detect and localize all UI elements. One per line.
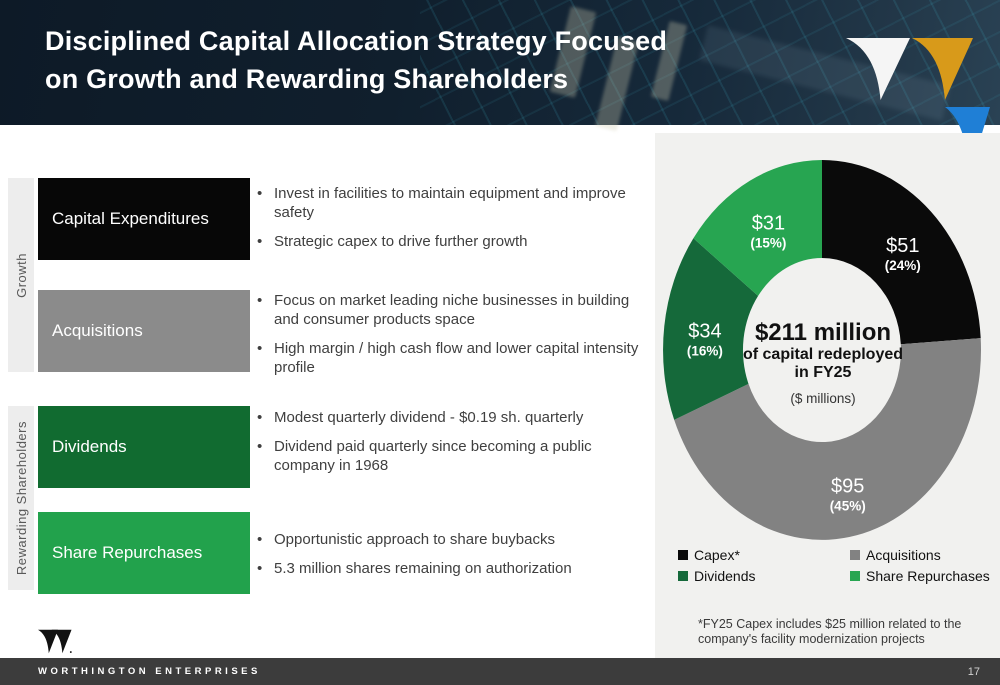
footer-bar: WORTHINGTON ENTERPRISES 17: [0, 658, 1000, 685]
legend-item: Acquisitions: [850, 547, 993, 563]
logo-mark-white: [846, 38, 910, 100]
legend-swatch-icon: [678, 571, 688, 581]
footnote-line2: company's facility modernization project…: [698, 631, 925, 646]
donut-total-value: $211 million: [754, 319, 892, 346]
chart-legend: Capex* Acquisitions Dividends Share Repurch…: [678, 547, 993, 584]
logo-mark-gold: [912, 38, 973, 100]
slide-title-line2: on Growth and Rewarding Shareholders: [45, 64, 569, 94]
donut-units-note: ($ millions): [790, 391, 856, 406]
legend-label: Capex*: [694, 547, 740, 563]
growth-rail-label: Growth: [13, 252, 29, 298]
bullet-item: 5.3 million shares remaining on authoriz…: [256, 559, 648, 578]
bullet-item: Modest quarterly dividend - $0.19 sh. qu…: [256, 408, 648, 427]
dividends-box: Dividends: [38, 406, 250, 488]
capital-expenditures-box: Capital Expenditures: [38, 178, 250, 260]
footer-brand: WORTHINGTON ENTERPRISES: [38, 666, 261, 677]
chart-footnote: *FY25 Capex includes $25 million related…: [698, 617, 970, 646]
page-number: 17: [967, 665, 980, 678]
legend-item: Share Repurchases: [850, 568, 993, 584]
bullet-item: Strategic capex to drive further growth: [256, 232, 648, 251]
rewarding-shareholders-rail: Rewarding Shareholders: [8, 406, 34, 590]
header-banner: Disciplined Capital Allocation Strategy …: [0, 0, 1000, 132]
slide-title: Disciplined Capital Allocation Strategy …: [45, 22, 667, 98]
bullet-item: Invest in facilities to maintain equipme…: [256, 184, 648, 222]
dividends-bullets: Modest quarterly dividend - $0.19 sh. qu…: [256, 408, 648, 485]
growth-rail: Growth: [8, 178, 34, 372]
legend-item: Dividends: [678, 568, 850, 584]
bullet-item: Opportunistic approach to share buybacks: [256, 530, 648, 549]
acquisitions-bullets: Focus on market leading niche businesses…: [256, 291, 648, 387]
donut-center-text: $211 million of capital redeployed in FY…: [727, 319, 919, 407]
share-repurchases-label: Share Repurchases: [52, 543, 203, 562]
dividends-label: Dividends: [52, 437, 127, 456]
bullet-item: Focus on market leading niche businesses…: [256, 291, 648, 329]
header-grid-decoration: [420, 0, 1000, 125]
worthington-w-mark-icon: [38, 629, 72, 654]
legend-swatch-icon: [850, 571, 860, 581]
legend-label: Acquisitions: [866, 547, 941, 563]
share-repurchases-box: Share Repurchases: [38, 512, 250, 594]
footnote-line1: *FY25 Capex includes $25 million related…: [698, 617, 962, 631]
donut-subtitle: of capital redeployed: [742, 346, 904, 363]
donut-subtitle2: in FY25: [794, 364, 852, 381]
legend-swatch-icon: [678, 550, 688, 560]
capital-expenditures-label: Capital Expenditures: [52, 209, 209, 228]
bullet-item: High margin / high cash flow and lower c…: [256, 339, 648, 377]
legend-swatch-icon: [850, 550, 860, 560]
bullet-item: Dividend paid quarterly since becoming a…: [256, 437, 648, 475]
rewarding-rail-label: Rewarding Shareholders: [13, 420, 29, 576]
legend-label: Dividends: [694, 568, 756, 584]
slide-title-line1: Disciplined Capital Allocation Strategy …: [45, 26, 668, 56]
legend-item: Capex*: [678, 547, 850, 563]
capital-expenditures-bullets: Invest in facilities to maintain equipme…: [256, 184, 648, 261]
share-repurchases-bullets: Opportunistic approach to share buybacks…: [256, 530, 648, 588]
acquisitions-box: Acquisitions: [38, 290, 250, 372]
acquisitions-label: Acquisitions: [52, 321, 143, 340]
legend-label: Share Repurchases: [866, 568, 990, 584]
